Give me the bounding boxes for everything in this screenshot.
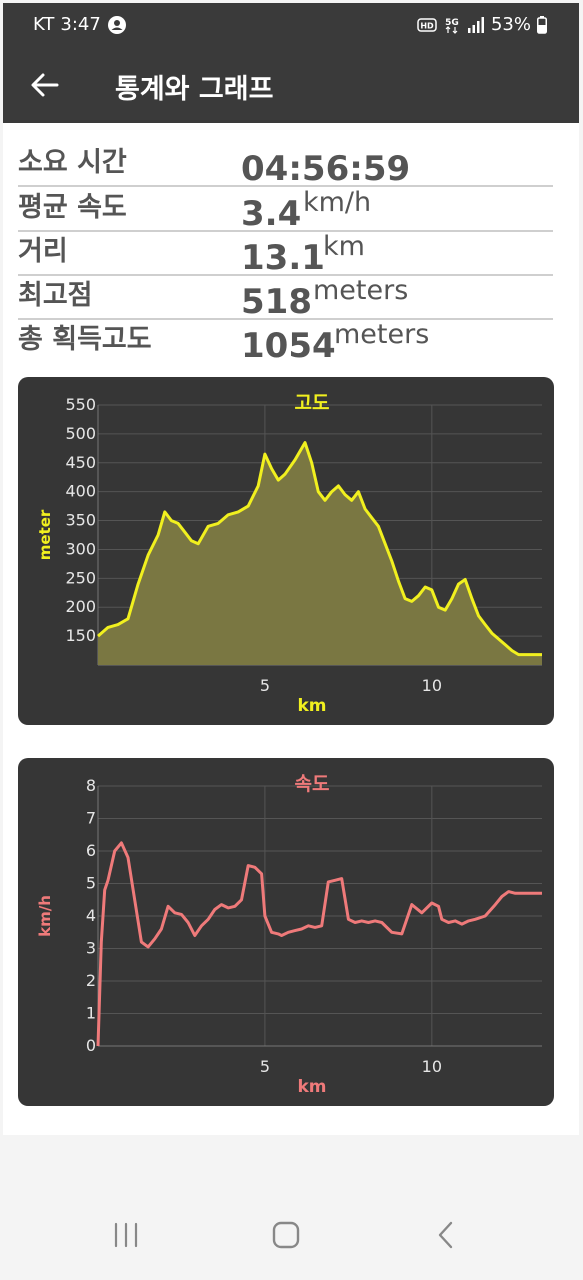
battery-icon — [537, 15, 547, 34]
stat-label: 최고점 — [18, 280, 93, 311]
hd-icon: HD — [417, 17, 437, 32]
y-tick-label: 1 — [86, 1004, 96, 1023]
5g-icon: 5G — [445, 18, 459, 34]
y-tick-label: 250 — [65, 568, 96, 587]
app-bar: 통계와 그래프 — [3, 47, 579, 123]
stat-value: 04:56:59 — [241, 149, 411, 189]
home-icon[interactable] — [266, 1215, 306, 1255]
x-tick-label: 5 — [260, 676, 270, 695]
y-tick-label: 450 — [65, 453, 96, 472]
stat-row-avg-speed: 평균 속도 3.4 km/h — [18, 186, 553, 234]
speed-line — [96, 841, 542, 1047]
stat-value: 3.4 — [241, 194, 302, 234]
y-tick-label: 7 — [86, 809, 96, 828]
y-tick-label: 8 — [86, 776, 96, 795]
y-tick-label: 200 — [65, 597, 96, 616]
stat-label: 소요 시간 — [18, 147, 127, 178]
page-title: 통계와 그래프 — [115, 74, 274, 105]
x-tick-label: 10 — [422, 676, 442, 695]
chart-title: 속도 — [295, 773, 330, 795]
y-axis-label: meter — [36, 509, 54, 560]
account-circle-icon — [107, 15, 126, 34]
speed-chart: 0 1 2 3 4 5 6 7 8 5 10 속도 km km/h — [36, 773, 542, 1097]
status-bar: KT 3:47 HD 5G 53% — [3, 3, 579, 47]
stat-value: 13.1 — [241, 238, 325, 278]
stat-unit: km/h — [303, 187, 372, 218]
y-tick-label: 550 — [65, 395, 96, 414]
altitude-chart: 150 200 250 300 350 400 450 500 550 5 10 고도 km meter — [36, 392, 542, 716]
y-tick-label: 5 — [86, 874, 96, 893]
y-tick-label: 4 — [86, 906, 96, 925]
stat-row-max-altitude: 최고점 518 meters — [18, 274, 553, 322]
y-tick-label: 500 — [65, 424, 96, 443]
stat-unit: km — [323, 231, 365, 262]
svg-text:5G: 5G — [445, 18, 459, 28]
chart-title: 고도 — [295, 392, 330, 414]
x-tick-label: 10 — [422, 1057, 442, 1076]
stat-value: 518 — [241, 282, 312, 322]
system-nav-bar — [3, 1193, 579, 1277]
y-axis-label: km/h — [36, 895, 54, 937]
battery-percent: 53% — [490, 14, 531, 35]
y-tick-label: 3 — [86, 939, 96, 958]
signal-icon — [467, 16, 484, 33]
stat-label: 거리 — [18, 236, 68, 267]
clock: 3:47 — [60, 14, 101, 35]
x-axis-label: km — [297, 1077, 326, 1097]
stat-unit: meters — [334, 319, 430, 350]
carrier-label: KT — [33, 14, 55, 35]
y-tick-label: 0 — [86, 1036, 96, 1055]
stat-row-total-ascent: 총 획득고도 1054 meters — [18, 318, 553, 366]
x-axis-label: km — [297, 696, 326, 716]
x-tick-label: 5 — [260, 1057, 270, 1076]
stat-value: 1054 — [241, 326, 336, 366]
y-tick-label: 350 — [65, 511, 96, 530]
y-tick-label: 2 — [86, 971, 96, 990]
stat-row-duration: 소요 시간 04:56:59 — [18, 141, 553, 189]
svg-text:HD: HD — [420, 21, 434, 30]
altitude-line — [97, 441, 542, 657]
y-tick-label: 400 — [65, 482, 96, 501]
nav-back-icon[interactable] — [426, 1215, 466, 1255]
y-tick-label: 150 — [65, 626, 96, 645]
y-tick-label: 300 — [65, 539, 96, 558]
phone-screen: KT 3:47 HD 5G 53% — [3, 3, 579, 1277]
back-arrow-icon[interactable] — [29, 69, 61, 101]
stat-label: 평균 속도 — [18, 192, 127, 223]
stats-content: 소요 시간 04:56:59 평균 속도 3.4 km/h 거리 13.1 km… — [3, 123, 579, 1135]
stat-unit: meters — [313, 275, 409, 306]
stat-label: 총 획득고도 — [18, 324, 152, 355]
stat-row-distance: 거리 13.1 km — [18, 230, 553, 278]
speed-chart-card: 0 1 2 3 4 5 6 7 8 5 10 속도 km km/h — [18, 758, 554, 1106]
altitude-area — [98, 442, 542, 665]
y-tick-label: 6 — [86, 841, 96, 860]
altitude-chart-card: 150 200 250 300 350 400 450 500 550 5 10 고도 km meter — [18, 377, 554, 725]
recents-icon[interactable] — [106, 1215, 146, 1255]
